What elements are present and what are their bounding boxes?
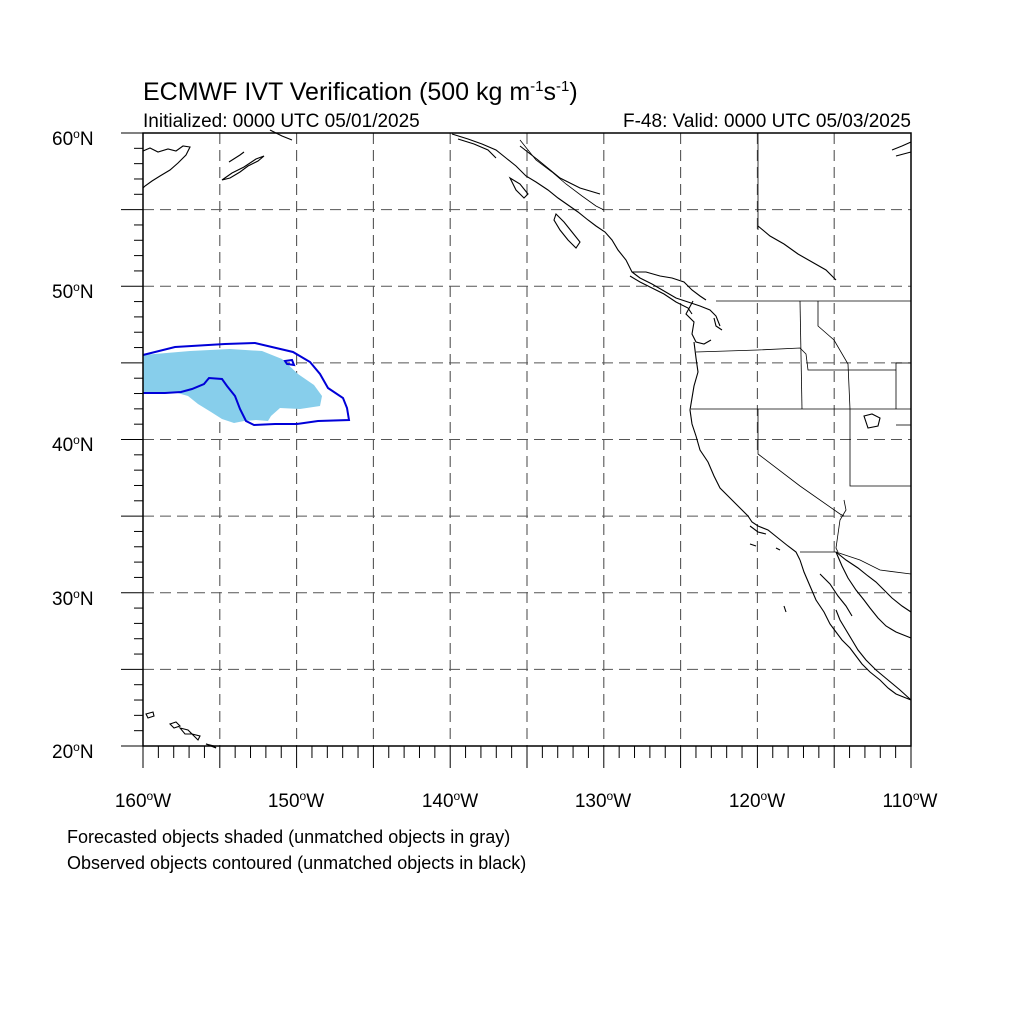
graticule-grid: [143, 133, 911, 746]
lon-label-120w: 120oW: [728, 789, 786, 812]
lat-label-20n: 20oN: [52, 740, 94, 763]
axis-ticks: [121, 132, 912, 768]
lat-label-60n: 60oN: [52, 127, 94, 150]
lat-label-50n: 50oN: [52, 280, 94, 303]
coastlines: [142, 129, 912, 749]
lon-label-110w: 110oW: [882, 789, 938, 812]
observed-ivt-contour: [142, 341, 351, 427]
lon-label-160w: 160oW: [114, 789, 172, 812]
forecast-ivt-object: [143, 349, 322, 423]
chart-title: ECMWF IVT Verification (500 kg m-1s-1): [143, 78, 578, 106]
valid-time: F-48: Valid: 0000 UTC 05/03/2025: [623, 111, 911, 132]
initialized-time: Initialized: 0000 UTC 05/01/2025: [143, 111, 420, 132]
caption-observed-contours: Observed objects contoured (unmatched ob…: [67, 853, 527, 873]
political-borders: [519, 133, 912, 575]
lat-label-40n: 40oN: [52, 433, 94, 456]
plot-frame: [142, 132, 912, 747]
lon-label-140w: 140oW: [421, 789, 479, 812]
lon-label-150w: 150oW: [267, 789, 325, 812]
lat-label-30n: 30oN: [52, 587, 94, 610]
lon-label-130w: 130oW: [574, 789, 632, 812]
caption-forecast-shading: Forecasted objects shaded (unmatched obj…: [67, 827, 511, 847]
